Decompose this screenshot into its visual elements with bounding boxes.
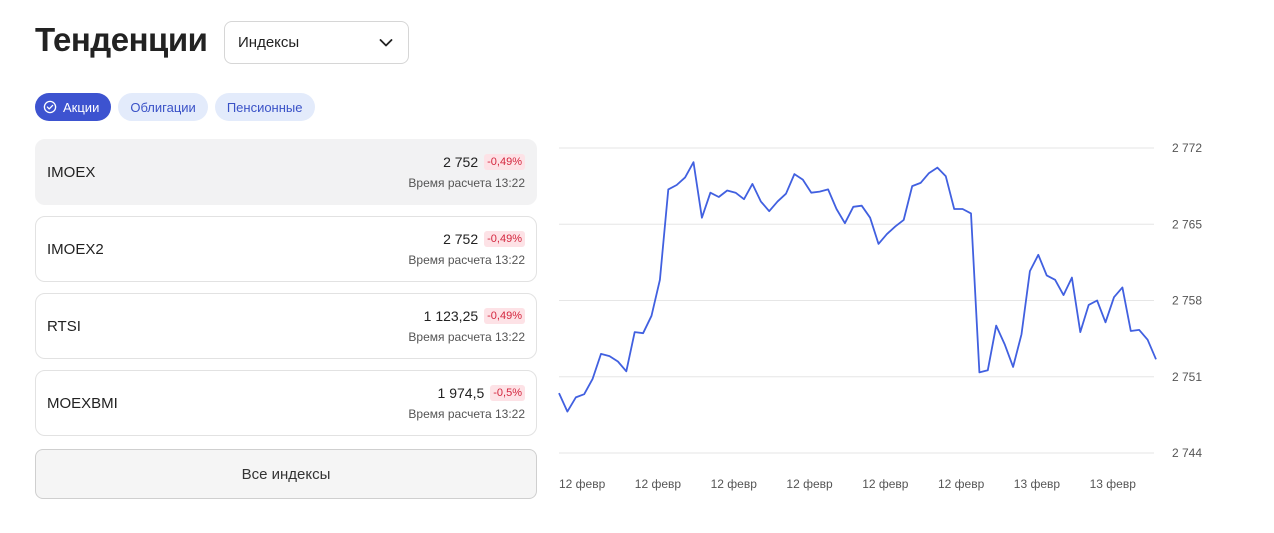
x-tick-label: 13 февр [1090, 477, 1137, 491]
y-tick-label: 2 765 [1172, 217, 1202, 231]
tab-bonds[interactable]: Облигации [118, 93, 208, 121]
index-card-imoex[interactable]: IMOEX 2 752 -0,49% Время расчета 13:22 [35, 139, 537, 205]
asset-tabs: Акции Облигации Пенсионные [35, 93, 315, 121]
all-indices-button[interactable]: Все индексы [35, 449, 537, 499]
x-tick-label: 12 февр [938, 477, 985, 491]
calc-time: Время расчета 13:22 [408, 330, 525, 344]
index-name: IMOEX [47, 164, 96, 181]
series-line [558, 161, 1157, 413]
x-tick-label: 12 февр [711, 477, 758, 491]
x-tick-label: 12 февр [635, 477, 682, 491]
index-chart: 2 772 2 765 2 758 2 751 2 744 12 февр 12 февр… [558, 141, 1202, 491]
y-tick-label: 2 758 [1172, 294, 1202, 308]
x-tick-label: 12 февр [786, 477, 833, 491]
x-tick-label: 12 февр [559, 477, 606, 491]
index-card-moexbmi[interactable]: MOEXBMI 1 974,5 -0,5% Время расчета 13:2… [35, 370, 537, 436]
y-tick-label: 2 772 [1172, 141, 1202, 155]
tab-label: Пенсионные [226, 99, 303, 115]
tab-pension[interactable]: Пенсионные [214, 93, 315, 121]
index-value: 1 974,5 [437, 385, 485, 401]
index-card-imoex2[interactable]: IMOEX2 2 752 -0,49% Время расчета 13:22 [35, 216, 537, 282]
dropdown-value: Индексы [238, 34, 300, 51]
tab-label: Акции [63, 99, 100, 115]
change-badge: -0,49% [484, 231, 525, 247]
category-dropdown[interactable]: Индексы [224, 21, 409, 64]
calc-time: Время расчета 13:22 [408, 253, 525, 267]
index-value: 1 123,25 [423, 308, 479, 324]
x-tick-label: 13 февр [1014, 477, 1061, 491]
calc-time: Время расчета 13:22 [408, 176, 525, 190]
check-circle-icon [43, 100, 57, 114]
index-card-rtsi[interactable]: RTSI 1 123,25 -0,49% Время расчета 13:22 [35, 293, 537, 359]
index-list: IMOEX 2 752 -0,49% Время расчета 13:22 I… [35, 139, 537, 447]
tab-label: Облигации [130, 99, 196, 115]
page-title: Тенденции [35, 21, 208, 58]
tab-stocks[interactable]: Акции [35, 93, 112, 121]
calc-time: Время расчета 13:22 [408, 407, 525, 421]
chevron-down-icon [379, 39, 393, 47]
change-badge: -0,49% [484, 154, 525, 170]
index-name: MOEXBMI [47, 395, 118, 412]
index-value: 2 752 [443, 154, 479, 170]
index-name: RTSI [47, 318, 81, 335]
index-name: IMOEX2 [47, 241, 104, 258]
change-badge: -0,49% [484, 308, 525, 324]
y-tick-label: 2 744 [1172, 446, 1202, 460]
x-tick-label: 12 февр [862, 477, 909, 491]
change-badge: -0,5% [490, 385, 525, 401]
y-tick-label: 2 751 [1172, 370, 1202, 384]
index-value: 2 752 [443, 231, 479, 247]
